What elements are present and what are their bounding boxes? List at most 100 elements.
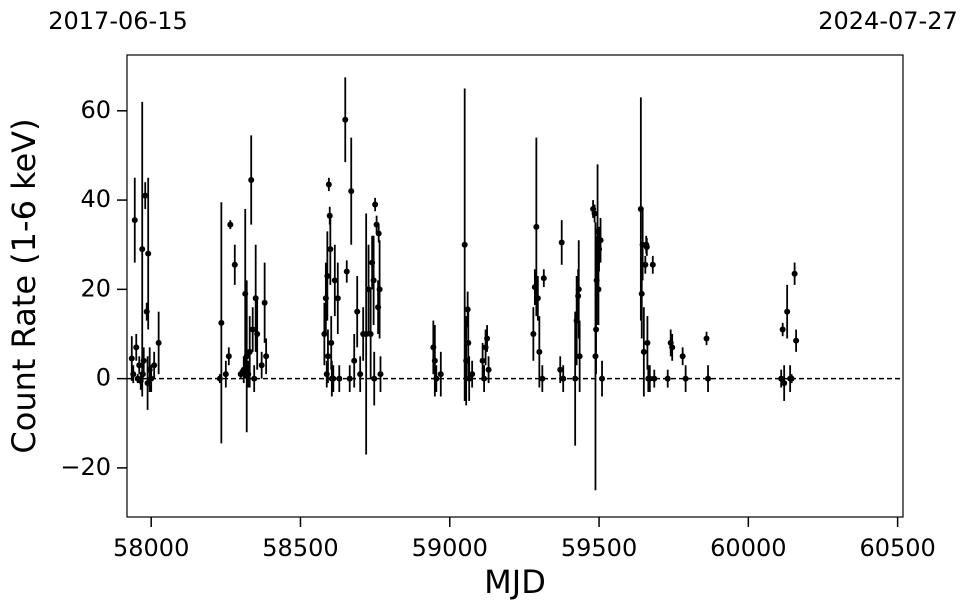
x-tick-label: 59500 (561, 534, 637, 562)
data-point (437, 371, 444, 378)
data-point (560, 375, 567, 382)
data-point (342, 116, 349, 123)
data-point (145, 250, 152, 257)
data-point (155, 339, 162, 346)
data-point (151, 362, 158, 369)
data-point (243, 353, 250, 360)
data-point (595, 286, 602, 293)
data-point (357, 371, 364, 378)
data-point (246, 348, 253, 355)
data-point (469, 371, 476, 378)
data-point (593, 326, 600, 333)
data-point (343, 268, 350, 275)
data-point (334, 295, 341, 302)
data-point (433, 375, 440, 382)
data-point (222, 371, 229, 378)
data-point (558, 239, 565, 246)
data-point (540, 275, 547, 282)
data-point (133, 344, 140, 351)
data-point (788, 375, 795, 382)
data-point (128, 355, 135, 362)
data-point (465, 339, 472, 346)
data-point (375, 230, 382, 237)
data-point (534, 295, 541, 302)
end-date: 2024-07-27 (818, 7, 957, 35)
y-tick-label: 60 (80, 96, 111, 124)
data-point (136, 362, 143, 369)
data-point (131, 217, 138, 224)
data-point (261, 299, 268, 306)
data-point (484, 335, 491, 342)
data-point (646, 375, 653, 382)
y-tick-label: 20 (80, 274, 111, 302)
data-point (703, 335, 710, 342)
data-point (640, 348, 647, 355)
data-point (576, 353, 583, 360)
data-point (225, 353, 232, 360)
data-point (643, 243, 650, 250)
data-point (263, 353, 270, 360)
data-point (227, 221, 234, 228)
x-tick-label: 59000 (412, 534, 488, 562)
data-point (324, 353, 331, 360)
data-point (599, 375, 606, 382)
data-point (140, 357, 147, 364)
y-tick-label: 40 (80, 185, 111, 213)
data-point (597, 237, 604, 244)
data-point (649, 261, 656, 268)
data-point (781, 380, 788, 387)
data-point (258, 362, 265, 369)
data-point (431, 357, 438, 364)
data-point (237, 371, 244, 378)
data-point (642, 261, 649, 268)
data-point (793, 337, 800, 344)
data-point (591, 210, 598, 217)
data-point (251, 375, 258, 382)
x-tick-label: 58500 (262, 534, 338, 562)
data-point (148, 375, 155, 382)
data-point (530, 330, 537, 337)
data-point (481, 375, 488, 382)
x-tick-label: 60500 (859, 534, 935, 562)
data-point (778, 375, 785, 382)
data-point (679, 353, 686, 360)
data-point (139, 371, 146, 378)
x-axis-label: MJD (484, 563, 546, 601)
y-tick-label: −20 (60, 453, 111, 481)
data-point (324, 272, 331, 279)
data-point (644, 339, 651, 346)
data-point (664, 375, 671, 382)
data-point (354, 308, 361, 315)
data-point (377, 371, 384, 378)
data-point (372, 201, 379, 208)
data-point (536, 348, 543, 355)
data-point (705, 375, 712, 382)
data-point (638, 290, 645, 297)
y-axis-label: Count Rate (1-6 keV) (5, 118, 43, 453)
data-point (328, 339, 335, 346)
data-point (779, 326, 786, 333)
data-point (218, 319, 225, 326)
data-point (139, 246, 146, 253)
start-date: 2017-06-15 (48, 7, 187, 35)
data-point (557, 366, 564, 373)
data-point (331, 277, 338, 284)
data-point (231, 261, 238, 268)
data-point (651, 375, 658, 382)
data-point (784, 308, 791, 315)
data-point (485, 366, 492, 373)
data-point (479, 357, 486, 364)
data-point (327, 246, 334, 253)
data-point (533, 223, 540, 230)
x-tick-label: 60000 (710, 534, 786, 562)
data-point (682, 375, 689, 382)
data-point (346, 375, 353, 382)
y-tick-label: 0 (96, 364, 111, 392)
data-point (539, 375, 546, 382)
data-point (370, 277, 377, 284)
data-point (348, 188, 355, 195)
data-point (791, 270, 798, 277)
data-point (254, 330, 261, 337)
data-point (130, 371, 137, 378)
